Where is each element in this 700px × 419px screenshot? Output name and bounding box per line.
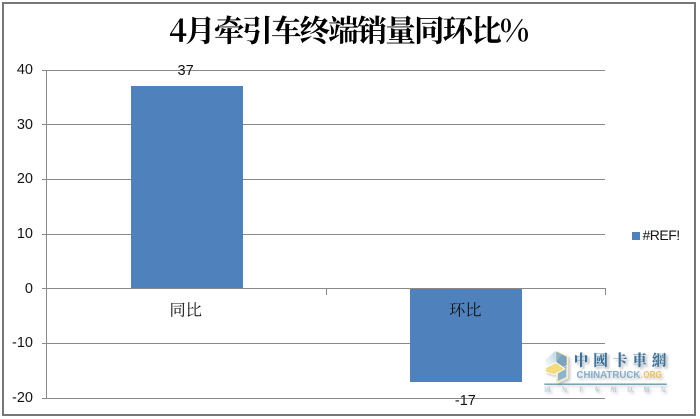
svg-text:.ORG: .ORG bbox=[641, 369, 662, 381]
svg-text:CHINATRUCK: CHINATRUCK bbox=[577, 369, 641, 381]
